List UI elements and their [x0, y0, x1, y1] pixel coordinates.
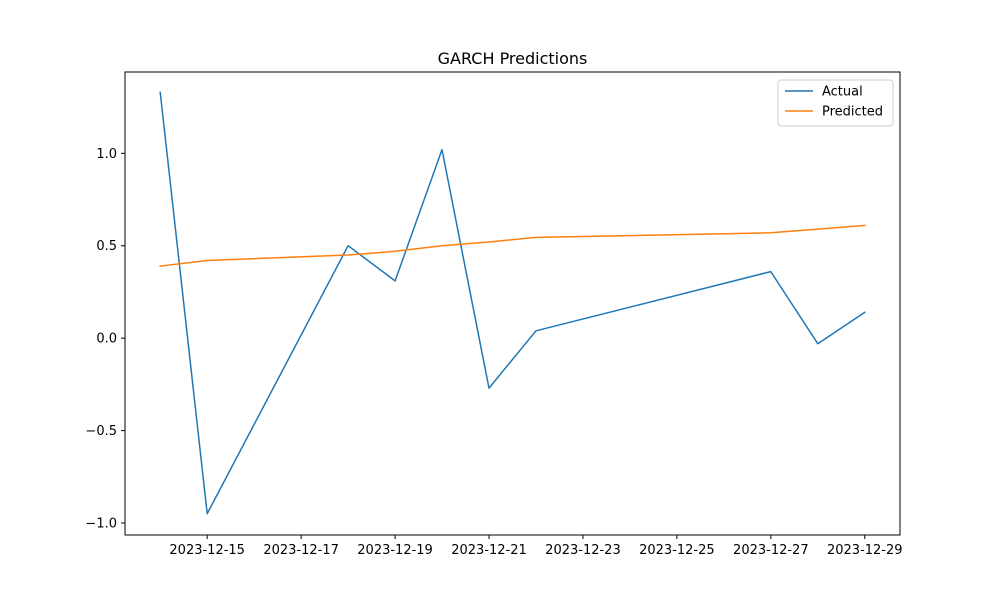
legend-label-predicted: Predicted	[822, 105, 883, 120]
x-tick-label: 2023-12-21	[451, 543, 527, 558]
y-axis: −1.0 −0.5 0.0 0.5 1.0	[85, 147, 125, 531]
x-tick-label: 2023-12-29	[827, 543, 903, 558]
series-line-actual	[159, 91, 866, 515]
series-layer	[159, 91, 866, 515]
y-tick-label: 0.5	[96, 239, 117, 254]
chart-title: GARCH Predictions	[438, 49, 588, 68]
series-line-predicted	[159, 224, 866, 267]
y-tick-label: 1.0	[96, 147, 117, 162]
legend: Actual Predicted	[777, 79, 894, 127]
legend-label-actual: Actual	[822, 85, 863, 100]
x-tick-label: 2023-12-15	[169, 543, 245, 558]
y-tick-label: −1.0	[85, 516, 117, 531]
x-tick-label: 2023-12-25	[639, 543, 715, 558]
plot-frame	[124, 71, 901, 536]
x-tick-label: 2023-12-23	[545, 543, 621, 558]
x-tick-label: 2023-12-17	[263, 543, 339, 558]
x-axis: 2023-12-15 2023-12-17 2023-12-19 2023-12-21…	[169, 535, 903, 558]
y-tick-label: −0.5	[85, 424, 117, 439]
x-tick-label: 2023-12-27	[733, 543, 809, 558]
y-tick-label: 0.0	[96, 332, 117, 347]
x-tick-label: 2023-12-19	[357, 543, 433, 558]
